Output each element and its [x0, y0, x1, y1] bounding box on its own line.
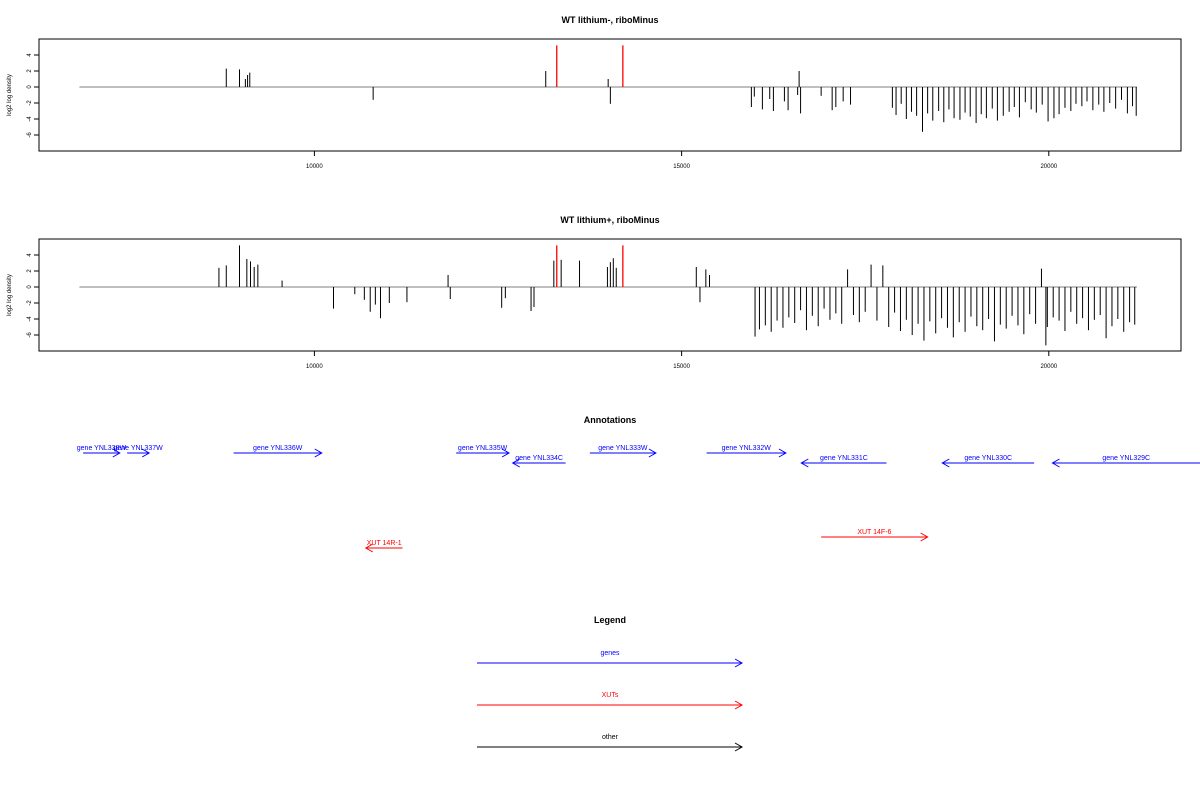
y-tick-label: -6: [27, 332, 33, 338]
legend-items: genes XUTs other: [477, 650, 744, 752]
legend-title: Legend: [594, 615, 626, 625]
gene-label: gene YNL336W: [253, 445, 303, 452]
panel-1: WT lithium-, riboMinus log2 log density …: [7, 15, 1182, 170]
gene-label: gene YNL332W: [722, 445, 772, 452]
y-tick-label: 0: [27, 285, 33, 289]
legend-arrowhead: [734, 742, 744, 752]
gene-arrowhead: [141, 448, 151, 458]
panel-2-markers: [556, 245, 624, 287]
y-tick-label: 2: [27, 269, 33, 273]
gene-label: gene YNL335W: [458, 445, 508, 452]
legend-arrowhead: [734, 700, 744, 710]
panel-2-title: WT lithium+, riboMinus: [560, 215, 659, 225]
gene-arrowhead: [800, 458, 809, 468]
y-tick-label: 4: [27, 53, 33, 57]
gene-label: gene YNL329C: [1102, 455, 1150, 462]
legend-panel: Legend genes XUTs other: [477, 615, 744, 752]
panel-1-title: WT lithium-, riboMinus: [562, 15, 659, 25]
x-tick-label: 20000: [1040, 364, 1057, 370]
gene-label: gene YNL331C: [820, 455, 868, 462]
y-tick-label: 4: [27, 253, 33, 257]
xut-label: XUT 14F-6: [857, 529, 891, 536]
gene-label: gene YNL334C: [515, 455, 563, 462]
panel-1-bars: [225, 68, 1137, 132]
panel-2-y-axis: 4 2 0 -2 -4 -6: [27, 253, 39, 338]
gene-arrowhead: [501, 448, 511, 458]
gene-label: gene YNL337W: [113, 445, 163, 452]
x-tick-label: 20000: [1040, 164, 1057, 170]
gene-arrowhead: [941, 458, 950, 468]
y-tick-label: 2: [27, 69, 33, 73]
legend-arrowhead: [734, 658, 744, 668]
gene-label: gene YNL333W: [598, 445, 648, 452]
panel-1-plot-frame: [38, 38, 1182, 152]
y-tick-label: -2: [27, 300, 33, 306]
gene-arrowhead: [511, 458, 520, 468]
x-tick-label: 15000: [673, 164, 690, 170]
gene-arrowhead: [314, 448, 323, 458]
gene-arrowhead: [112, 448, 121, 458]
panel-1-markers: [556, 45, 624, 87]
panel-1-ylabel: log2 log density: [7, 74, 13, 116]
y-tick-label: -6: [27, 132, 33, 138]
panel-2-plot-frame: [38, 238, 1182, 352]
panel-1-y-axis: 4 2 0 -2 -4 -6: [27, 53, 39, 138]
panel-2-x-axis: 10000 15000 20000: [306, 351, 1058, 370]
panel-1-x-axis: 10000 15000 20000: [306, 151, 1058, 170]
annotations-title: Annotations: [584, 415, 637, 425]
gene-arrowhead: [1051, 458, 1060, 468]
panel-2: WT lithium+, riboMinus log2 log density …: [7, 215, 1182, 370]
y-tick-label: 0: [27, 85, 33, 89]
legend-label: genes: [600, 650, 620, 657]
legend-label: other: [602, 734, 619, 741]
panel-2-bars: [218, 245, 1136, 346]
panel-2-ylabel: log2 log density: [7, 274, 13, 316]
gene-arrowhead: [648, 448, 657, 458]
gene-label: gene YNL338W: [77, 445, 127, 452]
y-tick-label: -2: [27, 100, 33, 106]
y-tick-label: -4: [27, 116, 33, 122]
x-tick-label: 10000: [306, 364, 323, 370]
x-tick-label: 15000: [673, 364, 690, 370]
x-tick-label: 10000: [306, 164, 323, 170]
xut-arrowhead: [364, 543, 374, 553]
gene-arrowhead: [778, 448, 787, 458]
xut-arrowhead: [920, 532, 929, 542]
gene-label: gene YNL330C: [964, 455, 1012, 462]
y-tick-label: -4: [27, 316, 33, 322]
legend-label: XUTs: [602, 692, 619, 699]
xut-label: XUT 14R-1: [367, 540, 402, 547]
